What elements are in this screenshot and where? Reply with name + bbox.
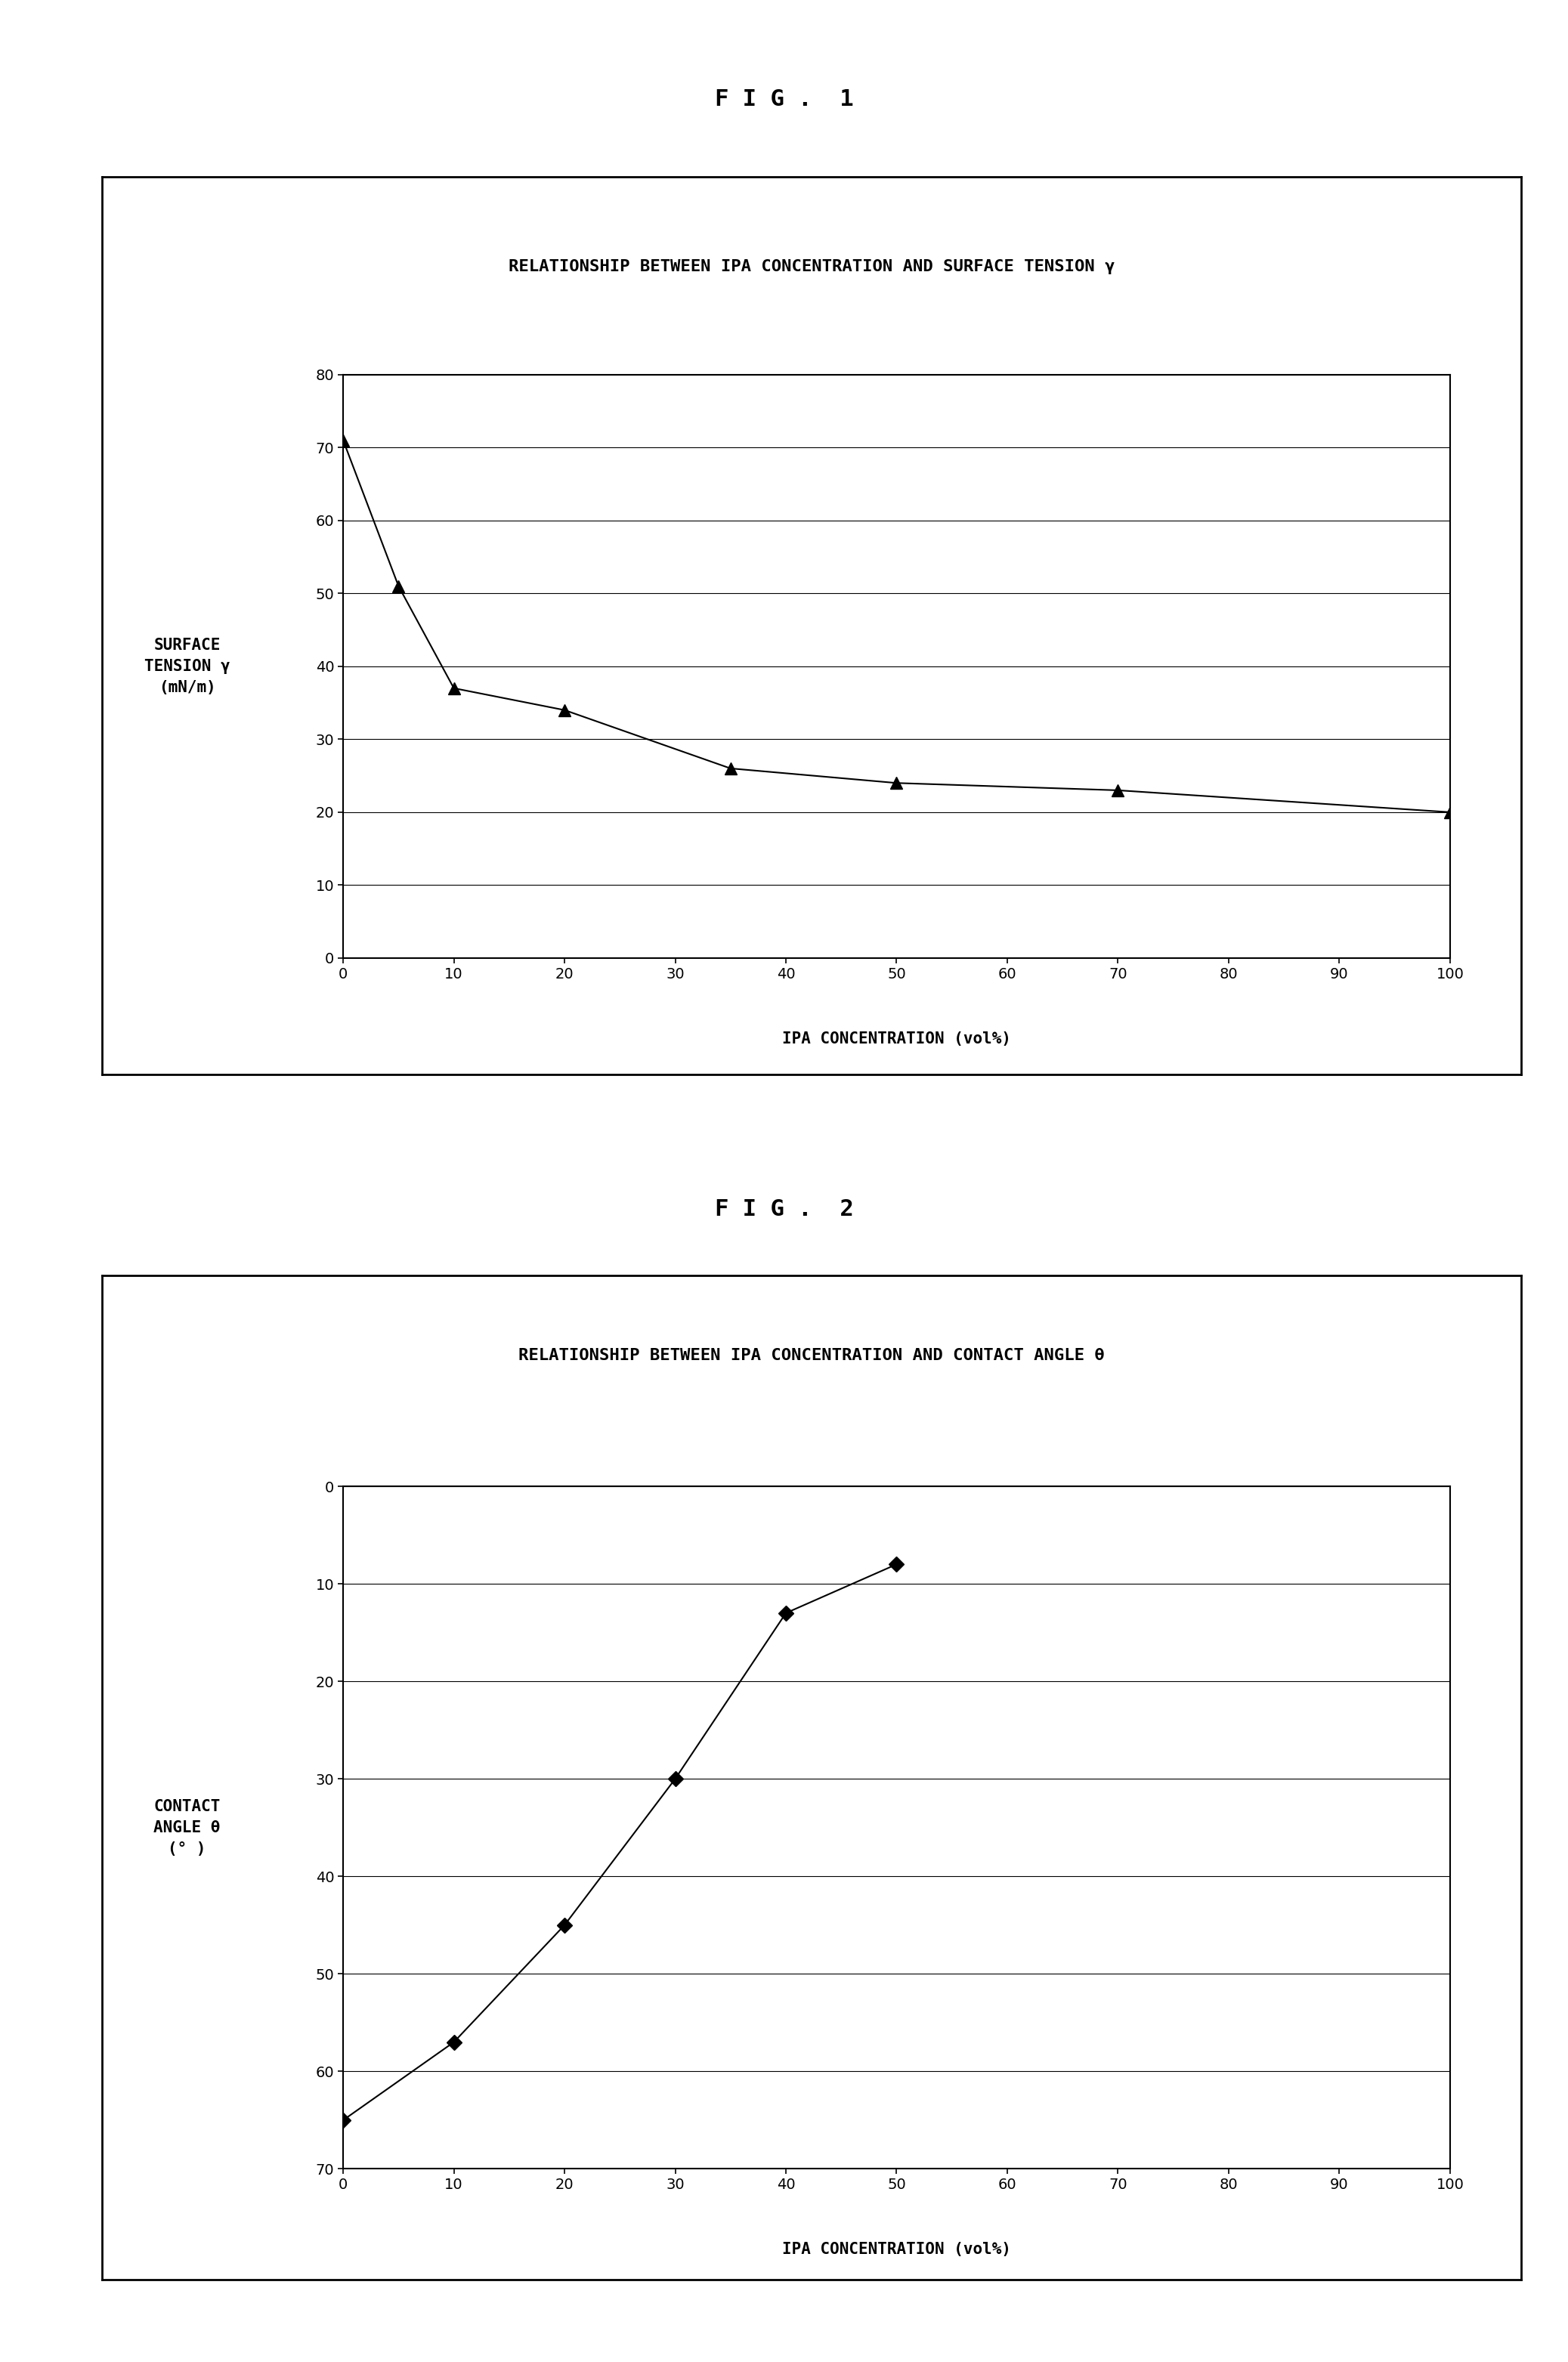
Text: F I G .  1: F I G . 1: [715, 87, 853, 111]
Text: RELATIONSHIP BETWEEN IPA CONCENTRATION AND SURFACE TENSION γ: RELATIONSHIP BETWEEN IPA CONCENTRATION A…: [508, 260, 1115, 274]
Text: SURFACE
TENSION γ
(mN/m): SURFACE TENSION γ (mN/m): [144, 638, 230, 694]
Text: IPA CONCENTRATION (vol%): IPA CONCENTRATION (vol%): [782, 2242, 1011, 2256]
Text: F I G .  2: F I G . 2: [715, 1198, 853, 1221]
Text: RELATIONSHIP BETWEEN IPA CONCENTRATION AND CONTACT ANGLE θ: RELATIONSHIP BETWEEN IPA CONCENTRATION A…: [519, 1349, 1104, 1363]
Text: IPA CONCENTRATION (vol%): IPA CONCENTRATION (vol%): [782, 1032, 1011, 1046]
Text: CONTACT
ANGLE θ
(° ): CONTACT ANGLE θ (° ): [154, 1800, 221, 1857]
